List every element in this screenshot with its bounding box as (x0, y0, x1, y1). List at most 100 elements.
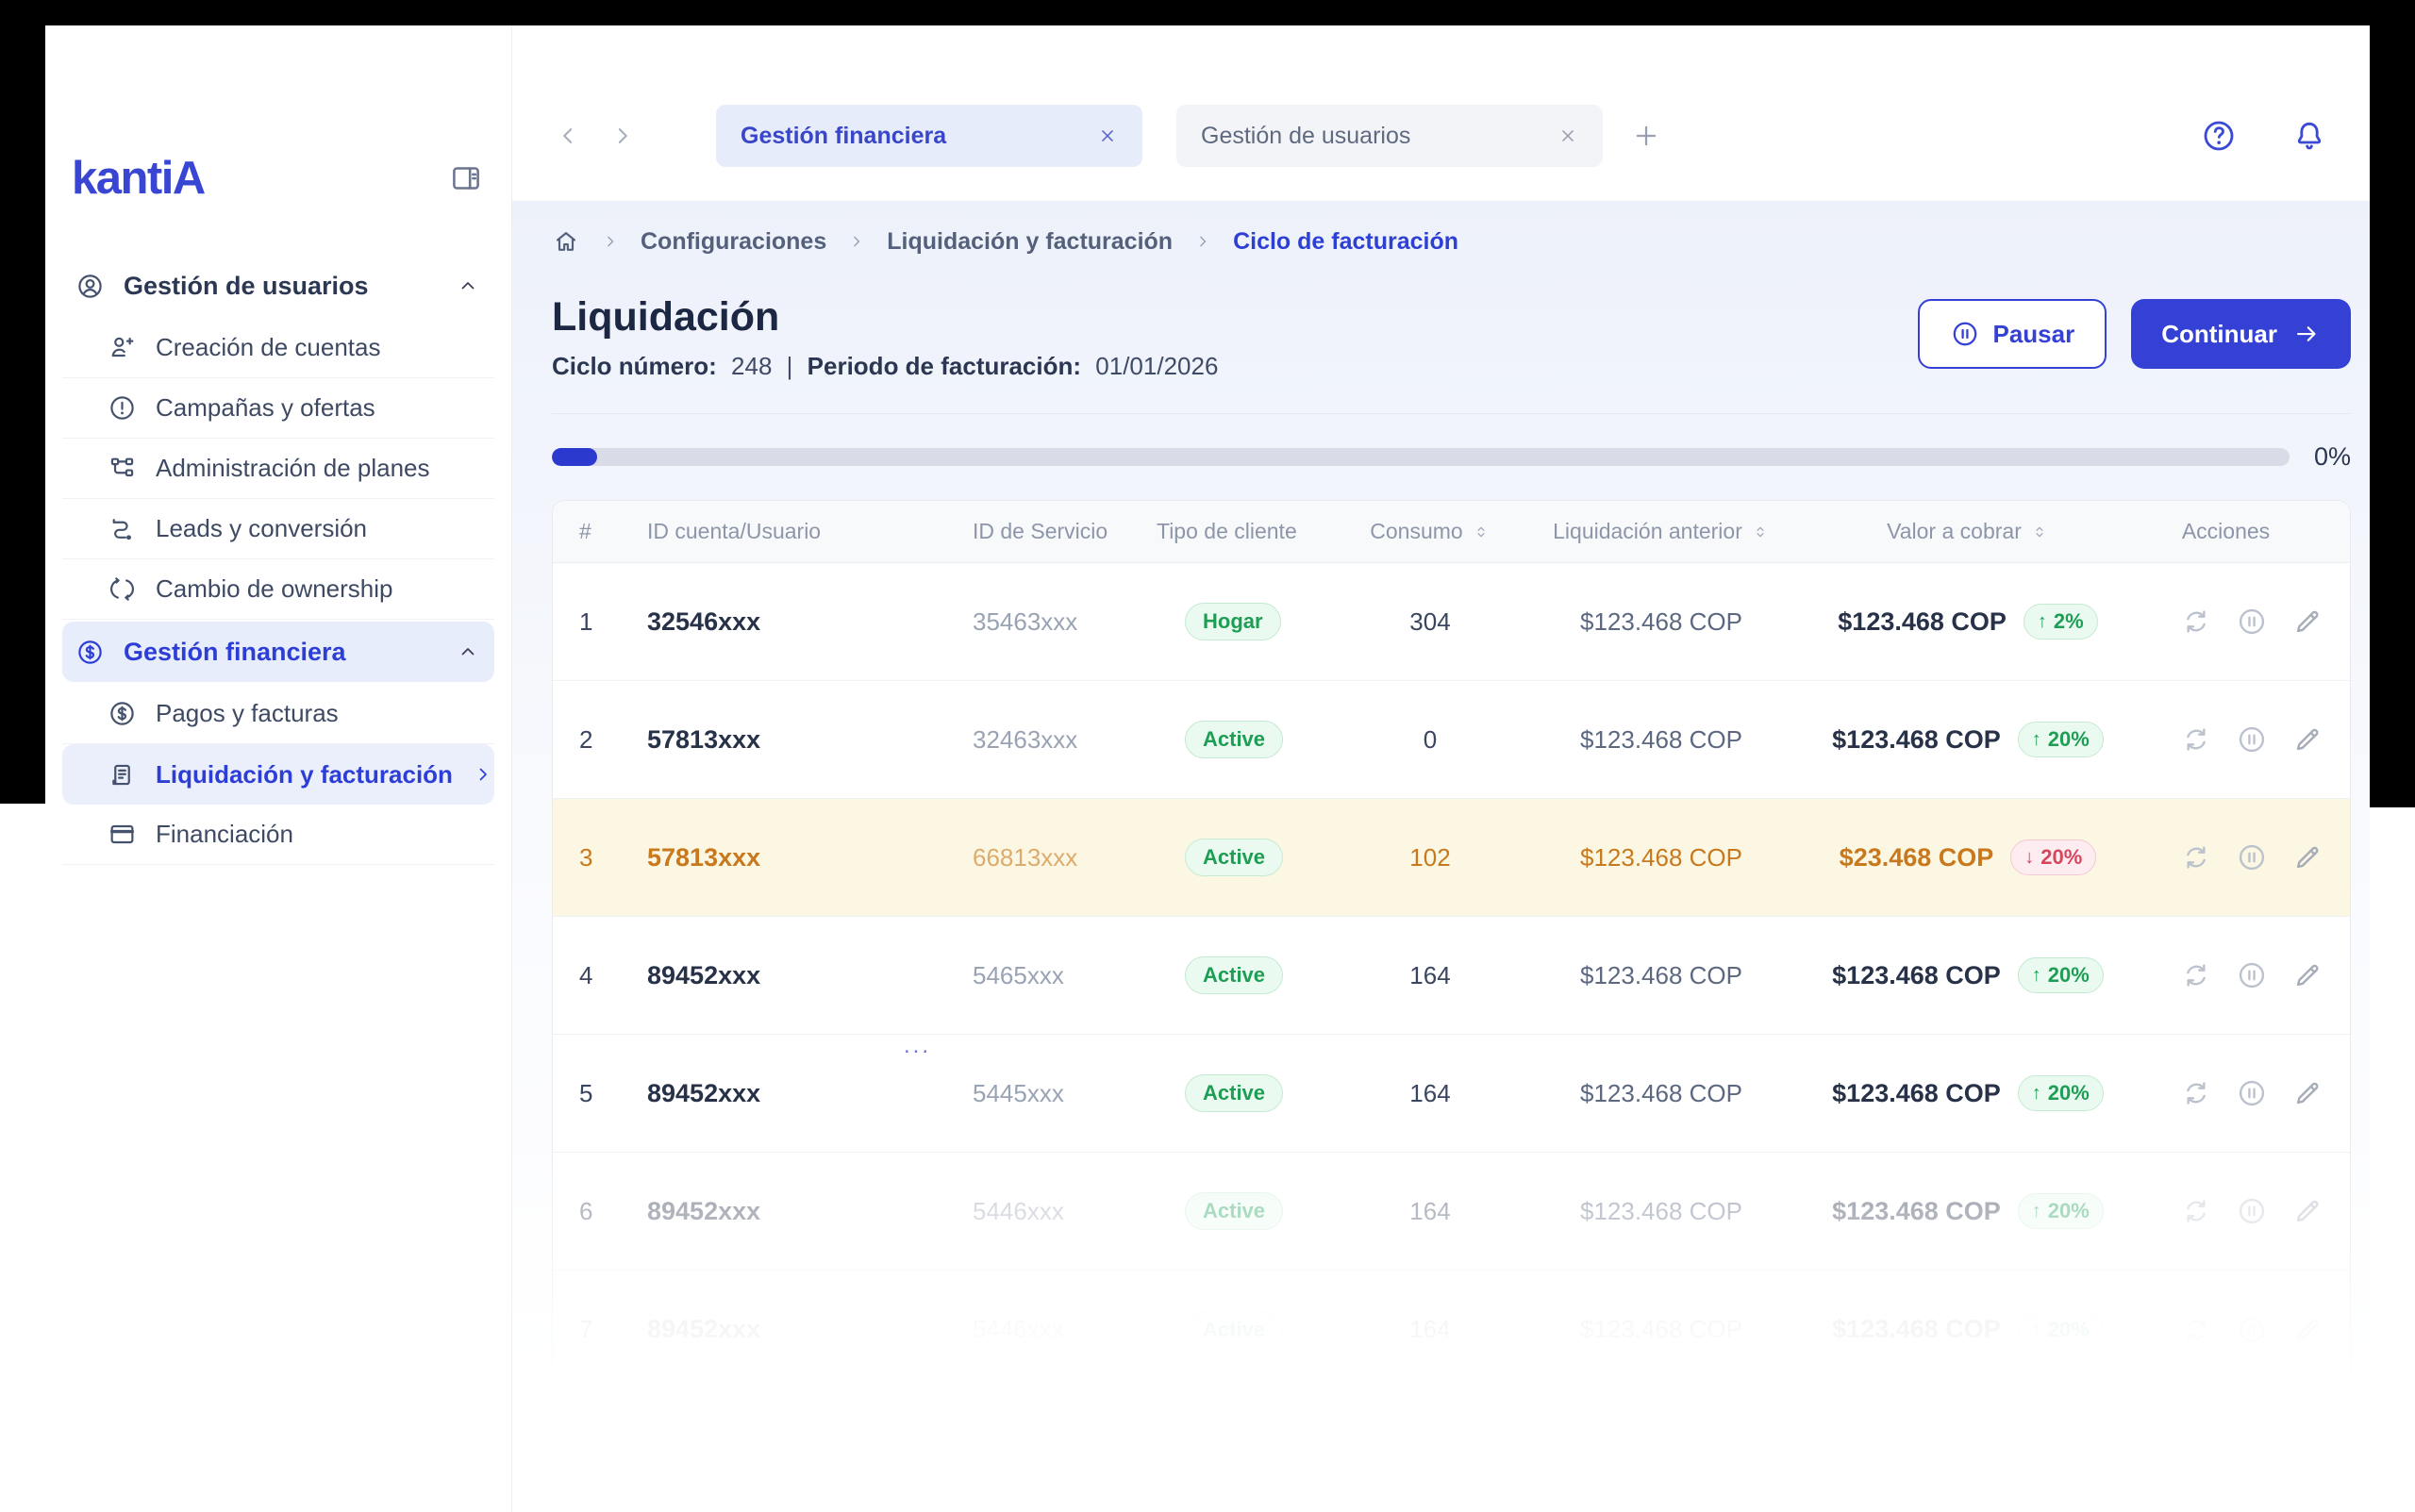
sidebar-item-label: Creación de cuentas (156, 333, 381, 361)
action-buttons: Pausar Continuar (1917, 299, 2351, 369)
column-header[interactable]: Liquidación anterior (1553, 519, 1770, 544)
pause-action-icon[interactable] (2236, 606, 2268, 638)
cell-previous-liquidation: $123.468 COP (1579, 606, 1742, 636)
refresh-action-icon[interactable] (2180, 1314, 2212, 1346)
edit-action-icon[interactable] (2291, 606, 2323, 638)
column-header: Tipo de cliente (1157, 519, 1345, 544)
sidebar-item-gestion-financiera[interactable]: Gestión financiera (62, 622, 494, 682)
edit-action-icon[interactable] (2291, 959, 2323, 991)
sidebar-item-label: Cambio de ownership (156, 574, 393, 603)
refresh-action-icon[interactable] (2180, 606, 2212, 638)
pause-action-icon[interactable] (2236, 1195, 2268, 1227)
table-row: 1 32546xxx 35463xxx Hogar 304 $123.468 COP $12… (553, 563, 2350, 682)
sidebar-item-pagos-y-facturas[interactable]: Pagos y facturas (62, 684, 494, 744)
progress-fill (552, 448, 597, 467)
edit-action-icon[interactable] (2291, 1195, 2323, 1227)
panel-collapse-icon[interactable] (449, 161, 483, 195)
refresh-action-icon[interactable] (2180, 1077, 2212, 1109)
sidebar-item-administracion-de-planes[interactable]: Administración de planes (62, 439, 494, 499)
credit-card-icon (108, 820, 137, 849)
sidebar-item-creacion-de-cuentas[interactable]: Creación de cuentas (62, 318, 494, 378)
cell-client-type: Hogar (1157, 603, 1281, 641)
table-row: 6 89452xxx 5446xxx Active 164 $123.468 COP $12… (553, 1153, 2350, 1271)
close-icon[interactable] (1097, 125, 1118, 146)
sidebar-item-campanas-y-ofertas[interactable]: Campañas y ofertas (62, 378, 494, 439)
title-block: Liquidación Ciclo número: 248 | Periodo … (552, 294, 1219, 381)
chevron-up-icon (457, 274, 479, 297)
table-row: 5 89452xxx 5445xxx Active 164 $123.468 COP $12… (553, 1035, 2350, 1154)
main-area: Gestión financiera Gestión de usuarios Co… (512, 25, 2370, 1512)
cell-service-id: 5465xxx (973, 960, 1064, 989)
alert-circle-icon (108, 393, 137, 423)
breadcrumb-item[interactable]: Configuraciones (641, 227, 827, 255)
sidebar-item-gestion-de-usuarios[interactable]: Gestión de usuarios (62, 256, 494, 316)
sidebar: kantiA Gestión de usuarios Creación de cu… (45, 25, 512, 1512)
cell-client-type: Active (1157, 1074, 1284, 1113)
edit-action-icon[interactable] (2291, 841, 2323, 873)
edit-action-icon[interactable] (2291, 723, 2323, 756)
pause-action-icon[interactable] (2236, 1077, 2268, 1109)
sidebar-item-label: Pagos y facturas (156, 699, 339, 727)
back-button[interactable] (554, 122, 582, 150)
cell-previous-liquidation: $123.468 COP (1579, 960, 1742, 989)
cell-consumption: 164 (1409, 1196, 1451, 1225)
cell-previous-liquidation: $123.468 COP (1579, 1196, 1742, 1225)
sidebar-item-financiacion[interactable]: Financiación (62, 805, 494, 865)
tab-bar: Gestión financiera Gestión de usuarios (512, 25, 2370, 201)
refresh-action-icon[interactable] (2180, 959, 2212, 991)
breadcrumb-current[interactable]: Ciclo de facturación (1233, 227, 1459, 255)
period-value: 01/01/2026 (1095, 352, 1219, 381)
divider (552, 413, 2351, 415)
pause-action-icon[interactable] (2236, 723, 2268, 756)
help-button[interactable] (2200, 117, 2238, 155)
cell-account-id: 89452xxx... (647, 960, 932, 1058)
column-header[interactable]: Valor a cobrar (1887, 519, 2049, 544)
tab-2[interactable]: Gestión de usuarios (1176, 105, 1603, 167)
sort-icon (2030, 523, 2049, 541)
tab-1[interactable]: Gestión financiera (716, 105, 1142, 167)
cell-client-type: Active (1157, 1310, 1284, 1349)
refresh-action-icon[interactable] (2180, 841, 2212, 873)
breadcrumb-item[interactable]: Liquidación y facturación (887, 227, 1174, 255)
sidebar-item-cambio-de-ownership[interactable]: Cambio de ownership (62, 559, 494, 620)
refresh-action-icon[interactable] (2180, 723, 2212, 756)
refresh-action-icon[interactable] (2180, 1195, 2212, 1227)
column-label: Tipo de cliente (1157, 519, 1297, 544)
column-header[interactable]: Consumo (1370, 519, 1490, 544)
sidebar-item-label: Gestión financiera (124, 637, 346, 666)
brand-logo[interactable]: kantiA (72, 153, 206, 204)
plans-icon (108, 454, 137, 483)
cell-service-id: 5445xxx (973, 1078, 1064, 1107)
client-type-badge: Hogar (1185, 603, 1281, 641)
column-header: # (579, 519, 647, 544)
sidebar-item-liquidacion-y-facturacion[interactable]: Liquidación y facturación (62, 744, 494, 805)
continue-button[interactable]: Continuar (2131, 299, 2351, 369)
cell-service-id: 35463xxx (973, 606, 1078, 636)
change-badge: ↑ 20% (2017, 1311, 2104, 1348)
close-icon[interactable] (1557, 125, 1578, 146)
pause-action-icon[interactable] (2236, 1314, 2268, 1346)
cell-actions (2180, 959, 2323, 991)
sidebar-item-label: Gestión de usuarios (124, 271, 369, 300)
pause-action-icon[interactable] (2236, 959, 2268, 991)
forward-button[interactable] (608, 122, 637, 150)
cell-number: 1 (579, 606, 593, 636)
cell-amount: $123.468 COP ↑ 20% (1832, 1075, 2104, 1112)
notifications-button[interactable] (2290, 117, 2328, 155)
pause-action-icon[interactable] (2236, 841, 2268, 873)
cell-service-id: 66813xxx (973, 842, 1078, 872)
new-tab-button[interactable] (1631, 121, 1661, 151)
home-button[interactable] (552, 227, 580, 256)
amount-value: $123.468 COP (1832, 960, 2001, 989)
cell-amount: $23.468 COP ↓ 20% (1840, 839, 2097, 876)
chevron-right-icon (1193, 232, 1212, 251)
device-frame-top (0, 0, 2415, 25)
cell-previous-liquidation: $123.468 COP (1579, 1315, 1742, 1344)
edit-action-icon[interactable] (2291, 1314, 2323, 1346)
topbar-icons (2200, 117, 2328, 155)
pause-button[interactable]: Pausar (1917, 299, 2107, 369)
sidebar-item-leads-y-conversion[interactable]: Leads y conversión (62, 499, 494, 559)
cell-consumption: 164 (1409, 1315, 1451, 1344)
column-label: Consumo (1370, 519, 1463, 544)
edit-action-icon[interactable] (2291, 1077, 2323, 1109)
